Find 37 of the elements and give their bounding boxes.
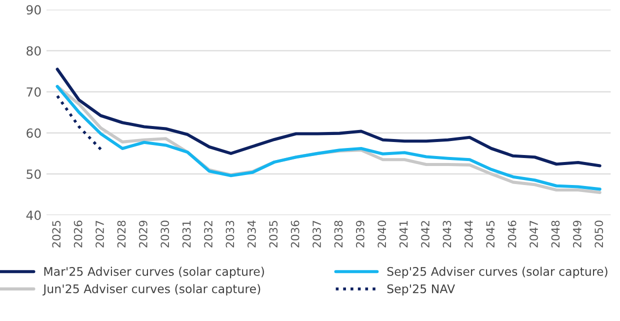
x-tick-label: 2037 xyxy=(312,220,321,248)
x-tick-label: 2027 xyxy=(96,220,104,248)
x-tick-label: 2026 xyxy=(74,220,82,248)
x-tick-label: 2042 xyxy=(421,221,430,248)
legend-label: Sep'25 NAV xyxy=(387,284,455,296)
x-tick-label: 2029 xyxy=(138,220,148,248)
x-tick-label: 2050 xyxy=(594,220,604,248)
legend-label: Sep'25 Adviser curves (solar capture) xyxy=(387,266,608,278)
x-tick-label: 2043 xyxy=(442,220,452,248)
y-tick-label: 50 xyxy=(26,169,41,179)
x-tick-label: 2025 xyxy=(52,220,61,248)
x-tick-label: 2040 xyxy=(378,220,386,248)
x-tick-label: 2036 xyxy=(290,220,300,248)
x-tick-label: 2044 xyxy=(464,220,473,248)
x-tick-label: 2047 xyxy=(530,220,538,248)
x-tick-label: 2038 xyxy=(334,220,343,248)
x-tick-label: 2031 xyxy=(182,220,191,248)
y-tick-label: 90 xyxy=(26,5,41,15)
x-tick-label: 2035 xyxy=(269,220,278,248)
legend-label: Mar'25 Adviser curves (solar capture) xyxy=(44,266,264,278)
x-tick-label: 2032 xyxy=(204,221,212,248)
y-tick-label: 80 xyxy=(26,46,41,56)
line-series xyxy=(56,68,602,168)
x-tick-label: 2028 xyxy=(117,220,126,248)
x-tick-label: 2039 xyxy=(356,220,364,248)
y-tick-label: 70 xyxy=(26,87,41,97)
y-tick-label: 40 xyxy=(26,210,41,220)
x-tick-label: 2046 xyxy=(508,220,516,248)
x-tick-label: 2049 xyxy=(572,220,582,248)
x-tick-label: 2033 xyxy=(226,220,234,248)
x-tick-label: 2045 xyxy=(486,220,495,248)
x-tick-label: 2030 xyxy=(160,220,170,248)
x-tick-label: 2041 xyxy=(399,220,408,248)
x-tick-label: 2034 xyxy=(247,220,256,248)
legend-label: Jun'25 Adviser curves (solar capture) xyxy=(42,284,260,296)
y-tick-label: 60 xyxy=(26,128,41,138)
x-tick-label: 2048 xyxy=(551,220,560,248)
